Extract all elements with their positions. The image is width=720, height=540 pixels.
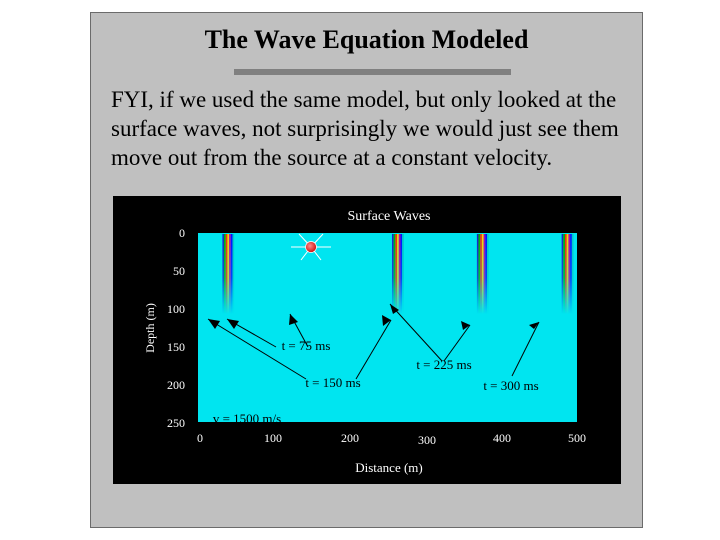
wavefront-stripe <box>481 234 484 314</box>
wavefront-stripe <box>568 234 571 314</box>
annotation-t300: t = 300 ms <box>483 378 538 393</box>
annotation-arrowhead <box>382 315 391 326</box>
wavefront-stripe <box>229 234 231 314</box>
wavefront-stripe <box>563 234 566 314</box>
annotation-t150: t = 150 ms <box>305 375 360 390</box>
annotations-layer: t = 75 ms t = 150 ms t = 225 ms t = 300 … <box>207 303 540 426</box>
y-axis-ticks: 0 50 100 150 200 250 <box>167 226 185 430</box>
wavefront-stripe <box>561 234 564 314</box>
surface-waves-figure: Surface Waves 0 50 100 150 200 250 0 100… <box>113 196 621 484</box>
wavefront-stripe <box>480 234 482 314</box>
wavefront-stripe <box>485 234 488 314</box>
wavefront-stripe <box>565 234 567 314</box>
y-axis-label: Depth (m) <box>143 303 157 353</box>
wavefront-stripe <box>483 234 486 314</box>
x-tick-label: 400 <box>493 431 511 445</box>
wavefront-stripe <box>402 234 404 314</box>
annotation-arrow <box>207 318 307 380</box>
wavefront-stripe <box>227 234 230 314</box>
y-tick-label: 50 <box>173 264 185 278</box>
wavefront-stripe <box>487 234 489 314</box>
annotation-arrow <box>355 319 392 380</box>
annotation-velocity: v = 1500 m/s <box>213 411 281 426</box>
wavefront-stripe <box>398 234 401 314</box>
annotation-arrowhead <box>289 314 298 325</box>
slide-title: The Wave Equation Modeled <box>204 25 529 54</box>
annotation-arrow <box>443 324 471 362</box>
wavefront-stripe <box>391 234 394 314</box>
wavefront-stripe <box>570 234 572 314</box>
wavefront-stripe <box>395 234 398 314</box>
x-axis-label: Distance (m) <box>355 460 423 475</box>
wavefront-stripe <box>397 234 399 314</box>
slide-body-text: FYI, if we used the same model, but only… <box>111 87 619 170</box>
x-tick-label: 200 <box>341 431 359 445</box>
x-tick-label: 500 <box>568 431 586 445</box>
annotation-t75: t = 75 ms <box>282 338 331 353</box>
wavefront-stripe <box>225 234 228 314</box>
annotation-arrowhead <box>461 321 470 330</box>
x-axis-ticks: 0 100 200 300 400 500 <box>197 431 586 447</box>
annotation-arrow <box>389 303 443 362</box>
x-tick-label: 0 <box>197 431 203 445</box>
wavefront-stripe <box>222 234 224 314</box>
wavefront-band <box>391 234 404 314</box>
figure-title: Surface Waves <box>348 209 431 224</box>
wavefront-stripe <box>232 234 235 314</box>
x-tick-label: 100 <box>264 431 282 445</box>
title-divider <box>234 69 511 75</box>
annotation-arrowhead <box>227 319 239 329</box>
annotation-arrowhead <box>208 319 220 329</box>
wavefronts-layer <box>222 234 574 314</box>
annotation-arrowhead <box>529 322 539 329</box>
wavefield-area <box>198 233 577 422</box>
y-tick-label: 100 <box>167 302 185 316</box>
wavefront-band <box>561 234 574 314</box>
wavefront-stripe <box>400 234 403 314</box>
annotation-arrow <box>511 321 540 377</box>
annotation-t225: t = 225 ms <box>416 357 471 372</box>
y-tick-label: 200 <box>167 378 185 392</box>
annotation-arrowhead <box>390 304 399 314</box>
wavefront-stripe <box>478 234 481 314</box>
wavefront-band <box>222 234 235 314</box>
wavefront-stripe <box>223 234 226 314</box>
wavefront-stripe <box>230 234 233 314</box>
slide: The Wave Equation Modeled FYI, if we use… <box>90 12 643 528</box>
wavefront-stripe <box>571 234 574 314</box>
x-tick-label: 300 <box>418 433 436 447</box>
wavefront-stripe <box>566 234 569 314</box>
wavefront-stripe <box>393 234 396 314</box>
source-marker <box>305 241 317 253</box>
y-tick-label: 0 <box>179 226 185 240</box>
wavefront-stripe <box>476 234 479 314</box>
y-tick-label: 150 <box>167 340 185 354</box>
wavefront-band <box>476 234 489 314</box>
surface-waves-plot: Surface Waves 0 50 100 150 200 250 0 100… <box>143 209 586 475</box>
y-tick-label: 250 <box>167 416 185 430</box>
explosion-source-icon <box>291 233 331 261</box>
